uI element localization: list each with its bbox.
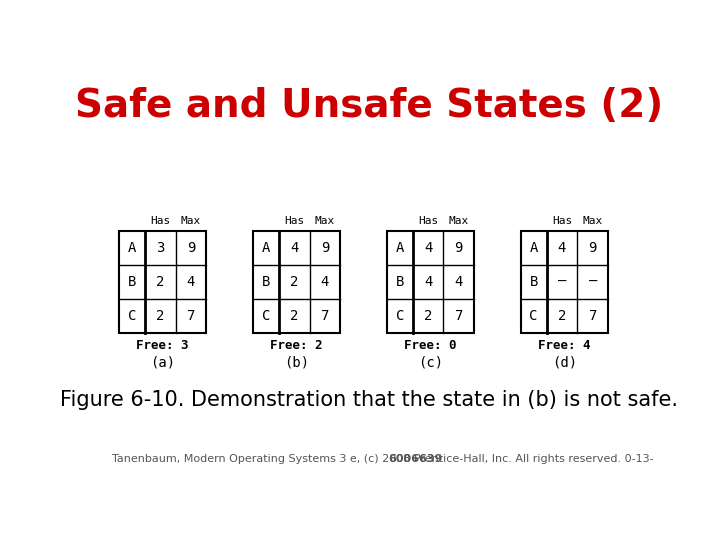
Text: A: A	[261, 241, 270, 255]
Text: Free: 0: Free: 0	[404, 339, 456, 352]
Text: Max: Max	[582, 215, 603, 226]
Text: 9: 9	[588, 241, 597, 255]
Text: —: —	[558, 275, 566, 289]
Bar	[521, 231, 608, 333]
Text: Max: Max	[449, 215, 469, 226]
Text: B: B	[529, 275, 538, 289]
Text: Free: 2: Free: 2	[270, 339, 323, 352]
Text: 2: 2	[156, 275, 164, 289]
Text: 4: 4	[454, 275, 463, 289]
Text: Has: Has	[418, 215, 438, 226]
Text: (a): (a)	[150, 355, 175, 369]
Text: Has: Has	[150, 215, 171, 226]
Text: 9: 9	[320, 241, 329, 255]
Text: 9: 9	[186, 241, 195, 255]
Text: 4: 4	[320, 275, 329, 289]
Text: B: B	[395, 275, 404, 289]
Text: 9: 9	[454, 241, 463, 255]
Text: C: C	[261, 309, 270, 323]
Text: Free: 4: Free: 4	[538, 339, 590, 352]
Text: 4: 4	[558, 241, 566, 255]
Text: C: C	[529, 309, 538, 323]
Text: 2: 2	[156, 309, 164, 323]
Text: C: C	[127, 309, 136, 323]
Text: 7: 7	[186, 309, 195, 323]
Text: (d): (d)	[552, 355, 577, 369]
Text: 4: 4	[424, 275, 432, 289]
Text: A: A	[529, 241, 538, 255]
Text: —: —	[588, 275, 597, 289]
Text: Free: 3: Free: 3	[136, 339, 189, 352]
Bar	[387, 231, 474, 333]
Text: C: C	[395, 309, 404, 323]
Text: Max: Max	[315, 215, 335, 226]
Text: 2: 2	[424, 309, 432, 323]
Text: 4: 4	[290, 241, 298, 255]
Text: Has: Has	[284, 215, 305, 226]
Text: 7: 7	[320, 309, 329, 323]
Text: Safe and Unsafe States (2): Safe and Unsafe States (2)	[75, 87, 663, 125]
Text: 4: 4	[424, 241, 432, 255]
Text: (c): (c)	[418, 355, 443, 369]
Text: B: B	[127, 275, 136, 289]
Text: B: B	[261, 275, 270, 289]
Text: 2: 2	[558, 309, 566, 323]
Text: A: A	[127, 241, 136, 255]
Text: 6006639: 6006639	[388, 454, 443, 464]
Text: (b): (b)	[284, 355, 309, 369]
Text: 7: 7	[588, 309, 597, 323]
Text: Has: Has	[552, 215, 572, 226]
Text: 4: 4	[186, 275, 195, 289]
Bar	[253, 231, 340, 333]
Text: Tanenbaum, Modern Operating Systems 3 e, (c) 2008 Prentice-Hall, Inc. All rights: Tanenbaum, Modern Operating Systems 3 e,…	[112, 454, 654, 464]
Bar	[119, 231, 206, 333]
Text: 3: 3	[156, 241, 164, 255]
Text: A: A	[395, 241, 404, 255]
Text: 2: 2	[290, 275, 298, 289]
Text: 2: 2	[290, 309, 298, 323]
Text: 7: 7	[454, 309, 463, 323]
Text: Max: Max	[181, 215, 201, 226]
Text: Figure 6-10. Demonstration that the state in (b) is not safe.: Figure 6-10. Demonstration that the stat…	[60, 389, 678, 409]
